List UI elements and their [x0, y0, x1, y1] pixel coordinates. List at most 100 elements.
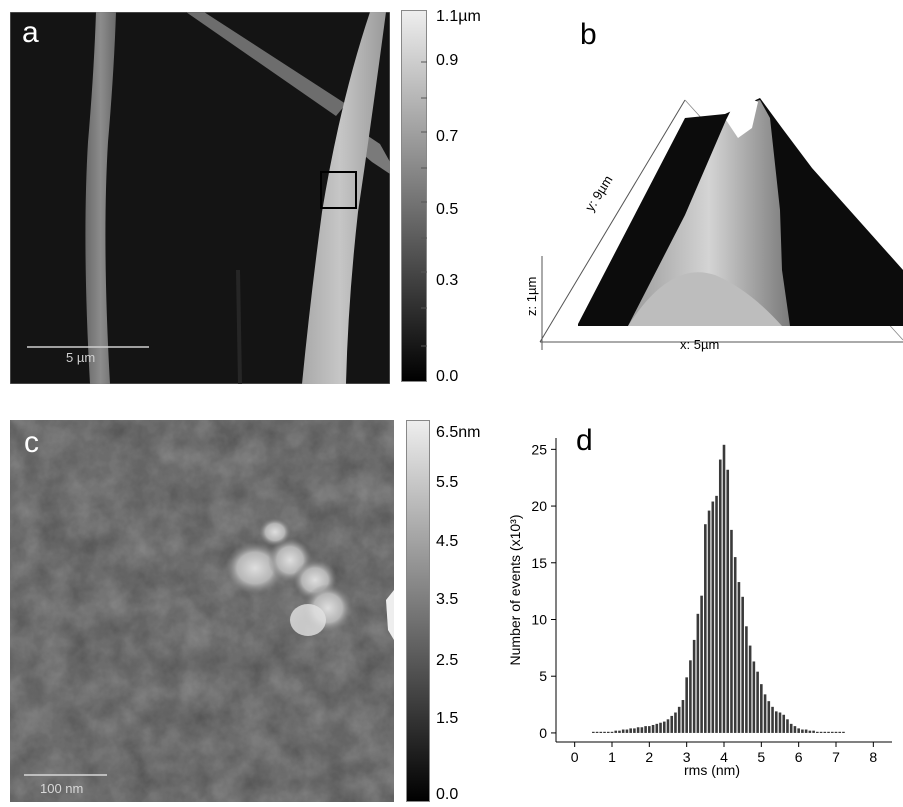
cbar-c-tick-1: 6.5nm: [436, 424, 481, 441]
histogram-bar: [707, 510, 711, 733]
x-tick-label: 6: [795, 749, 803, 765]
panel-c-image: [10, 420, 394, 802]
histogram-bar: [767, 701, 771, 733]
histogram-bar: [816, 731, 819, 733]
histogram-bar: [808, 730, 812, 733]
panel-c-letter: c: [24, 426, 39, 459]
histogram-bar: [618, 730, 621, 733]
histogram-bar: [715, 495, 718, 733]
y-tick-label: 15: [531, 555, 547, 571]
histogram-bar: [674, 712, 677, 733]
y-tick-label: 25: [531, 441, 547, 457]
histogram-bar: [722, 444, 726, 733]
x-tick-label: 5: [757, 749, 765, 765]
histogram-bar: [655, 723, 659, 733]
cbar-c-tick-4: 3.5: [436, 591, 459, 608]
histogram-bar: [704, 524, 707, 733]
histogram-bar: [763, 694, 767, 733]
histogram-bar: [700, 595, 703, 733]
y-tick-label: 5: [539, 668, 547, 684]
panel-c-colorbar: [406, 420, 430, 802]
histogram-bar: [636, 727, 640, 733]
histogram-bar: [648, 726, 651, 733]
x-tick-label: 0: [571, 749, 579, 765]
histogram-bar: [786, 719, 789, 733]
cbar-c-tick-2: 5.5: [436, 474, 459, 491]
panel-a-colorbar: [401, 10, 427, 382]
histogram-bar: [610, 731, 614, 733]
histogram-bar: [733, 557, 737, 733]
histogram-bar: [804, 729, 808, 733]
histogram-bar: [651, 724, 655, 733]
panel-b-3d-surface: [539, 98, 903, 350]
histogram-chart: 0 5 10 15 20 25 0 1 2 3 4 5 6 7 8 rms (nm) Number of eve…: [507, 438, 892, 778]
histogram-bar: [774, 711, 778, 733]
histogram-bar: [752, 661, 756, 733]
cbar-a-tick-4: 0.5: [436, 201, 459, 218]
histogram-bar: [756, 671, 759, 733]
histogram-bar: [745, 626, 748, 733]
histogram-bar: [644, 726, 647, 733]
panel-d: 0 5 10 15 20 25 0 1 2 3 4 5 6 7 8 rms (nm) Number of eve…: [500, 420, 903, 802]
histogram-bar: [595, 731, 599, 733]
histogram-bar: [834, 731, 838, 733]
x-tick-label: 1: [608, 749, 616, 765]
panel-a: a 5 µm: [9, 11, 391, 385]
panel-b-x-axis-label: x: 5µm: [680, 337, 720, 352]
cbar-a-tick-1: 1.1µm: [436, 8, 481, 25]
cbar-a-tick-2: 0.9: [436, 52, 459, 69]
x-tick-label: 7: [832, 749, 840, 765]
histogram-bar: [599, 731, 603, 733]
histogram-bar: [838, 731, 842, 733]
histogram-bar: [737, 582, 741, 733]
histogram-bar: [748, 645, 752, 733]
panel-b-letter: b: [580, 18, 597, 51]
histogram-bar: [771, 706, 774, 733]
histogram-bar: [830, 731, 834, 733]
panel-c: c 100 nm: [10, 420, 394, 802]
x-tick-label: 8: [869, 749, 877, 765]
histogram-bar: [592, 731, 595, 733]
histogram-bar: [711, 501, 715, 733]
histogram-bar: [778, 712, 782, 733]
histogram-bar: [659, 722, 662, 733]
histogram-bar: [801, 729, 804, 733]
histogram-bar: [625, 729, 629, 733]
histogram-bar: [629, 728, 632, 733]
histogram-bar: [797, 728, 800, 733]
histogram-bar: [640, 727, 644, 733]
cbar-a-tick-3: 0.7: [436, 128, 459, 145]
diagonal-fiber: [186, 12, 346, 116]
histogram-bar: [827, 731, 830, 733]
y-axis-label: Number of events (x10³): [507, 515, 523, 666]
panel-a-letter: a: [22, 16, 39, 49]
y-tick-label: 0: [539, 725, 547, 741]
histogram-bar: [681, 700, 685, 733]
histogram-bar: [793, 726, 797, 733]
histogram-bar: [842, 731, 845, 733]
panel-b: b y: 9µm z: 1µm x: 5µm: [520, 10, 903, 360]
x-tick-label: 4: [720, 749, 728, 765]
panel-d-letter: d: [576, 424, 593, 457]
histogram-bar: [689, 660, 692, 733]
histogram-bar: [662, 721, 666, 733]
histogram-bar: [718, 459, 722, 733]
cbar-a-tick-5: 0.3: [436, 272, 459, 289]
x-axis-label: rms (nm): [684, 762, 740, 778]
histogram-bar: [603, 731, 606, 733]
left-fiber: [85, 12, 116, 384]
y-tick-label: 20: [531, 498, 547, 514]
y-tick-label: 10: [531, 611, 547, 627]
histogram-bar: [621, 729, 625, 733]
right-fiber: [302, 12, 386, 384]
cbar-c-tick-6: 1.5: [436, 710, 459, 727]
panel-c-scale-label: 100 nm: [40, 781, 84, 796]
histogram-bar: [633, 728, 636, 733]
histogram-bar: [614, 730, 618, 733]
histogram-bar: [789, 723, 793, 733]
histogram-bar: [823, 731, 827, 733]
cbar-c-tick-7: 0.0: [436, 786, 459, 803]
x-tick-label: 2: [645, 749, 653, 765]
histogram-bar: [606, 731, 610, 733]
histogram-bar: [696, 613, 700, 733]
